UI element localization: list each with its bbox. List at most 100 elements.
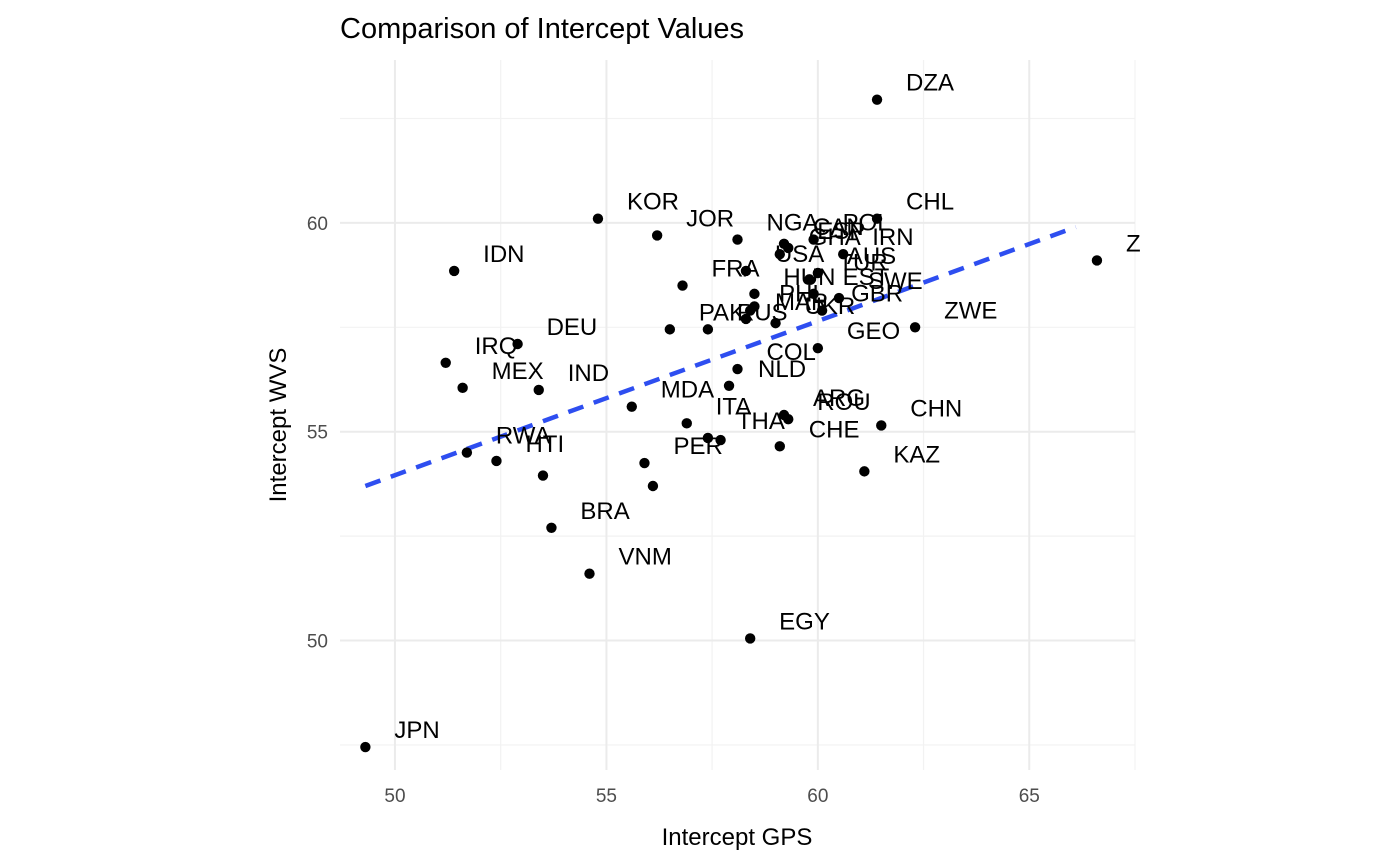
point-label: JPN: [394, 717, 439, 744]
point-label: NLD: [758, 356, 806, 383]
x-axis-title: Intercept GPS: [662, 824, 813, 851]
point-label: DEU: [547, 314, 598, 341]
trend-line: [364, 224, 1077, 489]
data-point: [804, 274, 815, 285]
data-point: [876, 420, 887, 431]
point-label: DZA: [906, 70, 954, 97]
data-point: [740, 313, 752, 325]
data-point: [778, 409, 790, 421]
data-point: [639, 457, 650, 469]
y-tick-label: 60: [307, 214, 328, 235]
data-point: [770, 317, 781, 329]
data-point: [702, 432, 714, 444]
point-label: GBR: [851, 281, 903, 308]
point-label: CAN: [813, 214, 864, 241]
point-label: HTI: [525, 431, 564, 458]
data-point: [448, 265, 460, 277]
point-label: ITA: [716, 393, 752, 420]
point-label: HUN: [783, 264, 835, 291]
data-point: [732, 234, 743, 245]
point-label: IRQ: [475, 333, 518, 360]
data-point: [838, 249, 849, 260]
point-label: TUR: [838, 249, 887, 276]
y-axis-title: Intercept WVS: [265, 348, 292, 503]
data-point: [808, 234, 819, 245]
point-label: ARG: [813, 385, 865, 412]
data-point: [592, 213, 604, 224]
data-points: [360, 94, 1103, 753]
point-label: IRN: [872, 224, 913, 251]
point-label: UKR: [805, 293, 856, 320]
point-label: JOR: [686, 205, 734, 232]
data-point: [740, 265, 752, 277]
y-tick-label: 50: [307, 632, 328, 653]
data-point: [812, 342, 824, 354]
x-tick-label: 50: [384, 786, 405, 807]
point-label: PER: [673, 433, 722, 460]
point-label: FRA: [712, 256, 760, 283]
data-point: [681, 418, 692, 429]
data-point: [783, 242, 794, 254]
data-point: [812, 267, 824, 279]
x-tick-label: 60: [807, 786, 828, 807]
chart-title: Comparison of Intercept Values: [340, 13, 744, 45]
point-label: ZWE: [944, 297, 997, 324]
point-label: Z: [1126, 230, 1141, 257]
x-tick-label: 65: [1019, 786, 1040, 807]
data-point: [732, 363, 743, 375]
data-point: [1091, 255, 1103, 266]
data-point: [457, 382, 468, 394]
point-label: USA: [775, 241, 824, 268]
point-label: IND: [568, 360, 609, 387]
point-label: ROU: [817, 389, 870, 416]
x-tick-label: 55: [596, 786, 617, 807]
data-point: [626, 401, 637, 412]
data-point: [808, 288, 819, 300]
point-label: NGA: [767, 210, 819, 237]
data-point: [909, 322, 921, 333]
point-label: POL: [843, 210, 891, 237]
data-point: [816, 305, 828, 316]
point-label: GHA: [809, 224, 861, 251]
point-label: IDN: [483, 241, 524, 268]
data-point: [491, 455, 502, 467]
data-point: [647, 480, 659, 492]
data-point: [537, 470, 549, 481]
data-point: [723, 380, 735, 391]
axis-ticks: 50 55 60 65 50 55 60: [307, 214, 1040, 807]
data-point: [871, 213, 883, 224]
point-label: EST: [843, 264, 890, 291]
point-label: PAK: [699, 299, 745, 326]
point-label: EGY: [779, 608, 830, 635]
data-point: [749, 288, 760, 300]
point-label: GEO: [847, 318, 900, 345]
data-point: [461, 447, 473, 458]
point-label: ESP: [817, 218, 865, 245]
point-label: RUS: [737, 299, 788, 326]
point-label: KAZ: [893, 441, 940, 468]
point-label: CHN: [910, 395, 962, 422]
data-point: [584, 568, 595, 579]
grid: [340, 60, 1136, 770]
data-point: [546, 522, 557, 533]
data-point: [774, 441, 785, 452]
point-label: KOR: [627, 189, 679, 216]
point-label: PHL: [779, 281, 826, 308]
data-point: [871, 94, 883, 105]
data-point: [859, 466, 870, 477]
point-label: CHL: [906, 189, 954, 216]
data-point: [744, 633, 756, 644]
data-point: [664, 324, 676, 335]
point-label: BRA: [580, 498, 629, 525]
point-label: MEX: [492, 358, 544, 385]
point-label: THA: [737, 408, 785, 435]
point-label: CHE: [809, 416, 860, 443]
point-label: AUS: [847, 243, 896, 270]
data-point: [440, 357, 451, 368]
point-label: MAR: [775, 289, 828, 316]
data-point: [677, 280, 688, 291]
data-point: [715, 434, 726, 446]
data-point: [533, 384, 544, 396]
